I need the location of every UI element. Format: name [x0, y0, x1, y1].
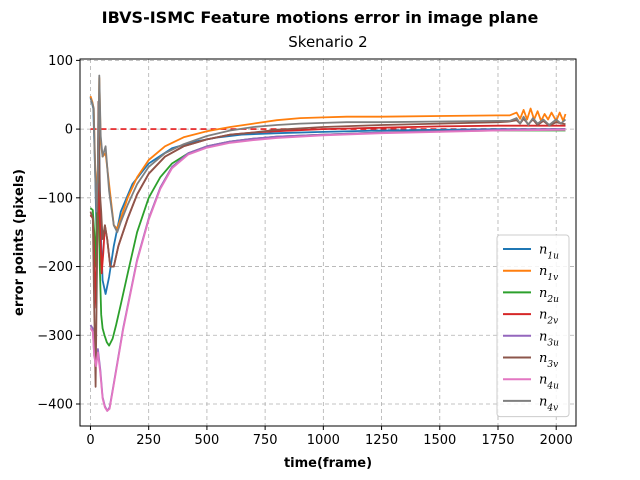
- series-line-n1v: [89, 76, 567, 230]
- y-tick-label: −400: [37, 398, 73, 413]
- series-line-n4v: [89, 74, 567, 234]
- y-axis-ticks: 100 0 −100 −200 −300 −400: [37, 54, 80, 413]
- x-tick-label: 1250: [365, 433, 398, 448]
- x-axis-label: time(frame): [284, 456, 372, 471]
- x-axis-ticks: 0 250 500 750 1000 1250 1500 1750 2000: [86, 426, 573, 448]
- x-tick-label: 0: [86, 433, 94, 448]
- y-tick-label: 100: [48, 54, 73, 69]
- series-line-n4u: [89, 128, 566, 412]
- chart-suptitle: IBVS-ISMC Feature motions error in image…: [101, 8, 539, 27]
- y-tick-label: 0: [65, 123, 73, 138]
- y-tick-label: −100: [37, 191, 73, 206]
- x-tick-label: 250: [136, 433, 161, 448]
- x-tick-label: 500: [194, 433, 219, 448]
- legend-box: [496, 234, 570, 418]
- series-line-n2v: [89, 124, 566, 309]
- y-tick-label: −300: [37, 329, 73, 344]
- chart-title: Skenario 2: [288, 33, 368, 51]
- y-axis-label: error points (pixels): [12, 169, 27, 316]
- series-line-n3u: [89, 128, 566, 412]
- y-tick-label: −200: [37, 260, 73, 275]
- x-tick-label: 1750: [481, 433, 514, 448]
- series-line-n3v: [89, 100, 566, 388]
- x-tick-label: 1000: [307, 433, 340, 448]
- series-line-n2u: [89, 129, 566, 347]
- x-tick-label: 750: [253, 433, 278, 448]
- x-tick-label: 1500: [423, 433, 456, 448]
- x-tick-label: 2000: [540, 433, 573, 448]
- series-lines: [89, 74, 567, 412]
- plot-frame: [79, 58, 577, 427]
